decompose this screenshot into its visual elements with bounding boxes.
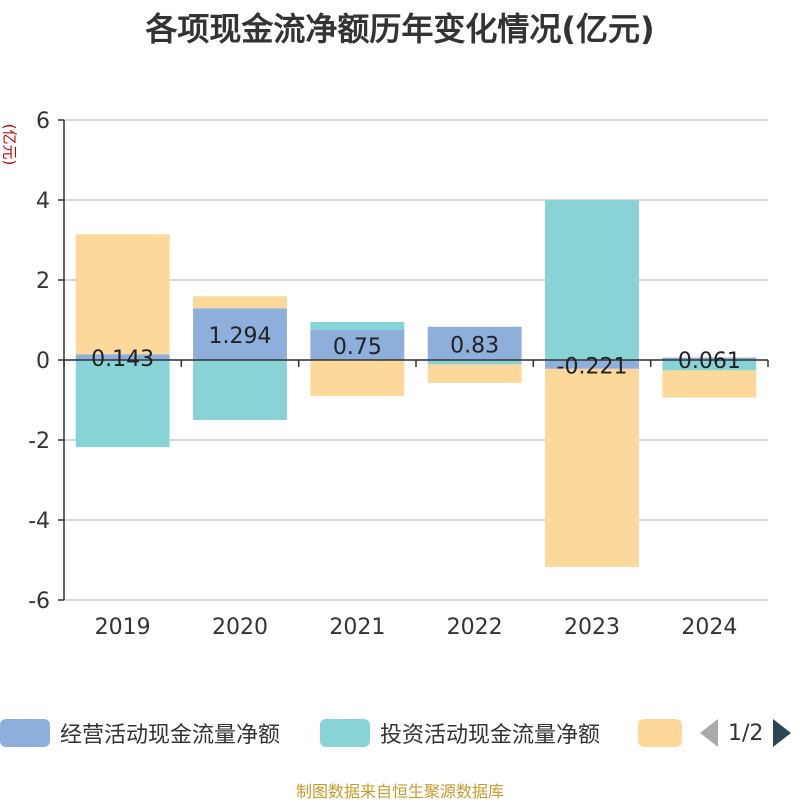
bar-series0-2019[interactable] xyxy=(75,354,170,360)
legend-prev-page-icon[interactable] xyxy=(700,719,718,747)
bar-series2-2020[interactable] xyxy=(193,296,287,309)
bar-group xyxy=(75,200,757,567)
bar-chart: -6 -4 -2 0 2 4 6 2019 2020 2021 2022 2023 2024 0.143… xyxy=(28,109,769,640)
legend-label-operating: 经营活动现金流量净额 xyxy=(60,723,281,748)
bar-series1-2020[interactable] xyxy=(193,360,287,420)
bar-series0-2022[interactable] xyxy=(427,326,522,360)
legend-swatch-financing xyxy=(638,719,682,747)
bar-series2-2019[interactable] xyxy=(75,234,170,355)
bar-series2-2022[interactable] xyxy=(427,364,522,383)
bar-series2-2024[interactable] xyxy=(662,370,757,398)
data-label-2023: -0.221 xyxy=(557,354,628,379)
x-tick-label: 2019 xyxy=(95,615,151,640)
bar-series1-2019[interactable] xyxy=(75,360,170,448)
data-labels: 0.143 1.294 0.75 0.83 -0.221 0.061 xyxy=(91,324,741,379)
y-tick-label: -2 xyxy=(28,429,50,454)
bar-series1-2024[interactable] xyxy=(662,360,757,371)
x-tick-label: 2023 xyxy=(564,615,620,640)
legend-swatch-operating xyxy=(0,719,50,747)
legend-item-investing[interactable]: 投资活动现金流量净额 xyxy=(320,715,600,751)
bar-series1-2023[interactable] xyxy=(545,200,639,360)
legend: 经营活动现金流量净额 投资活动现金流量净额 1/2 xyxy=(0,715,800,755)
bar-series0-2024[interactable] xyxy=(662,357,757,360)
x-tick-label: 2024 xyxy=(681,615,737,640)
bar-series0-2021[interactable] xyxy=(310,330,405,360)
axes: -6 -4 -2 0 2 4 6 2019 2020 2021 2022 2023 2024 xyxy=(28,109,769,640)
data-label-2020: 1.294 xyxy=(209,324,272,349)
bar-series0-2020[interactable] xyxy=(193,308,287,360)
data-label-2024: 0.061 xyxy=(678,349,741,374)
y-tick-label: 4 xyxy=(36,189,50,214)
y-tick-label: 2 xyxy=(36,269,50,294)
legend-swatch-investing xyxy=(320,719,370,747)
data-source-note: 制图数据来自恒生聚源数据库 xyxy=(295,782,504,801)
bar-series2-2023[interactable] xyxy=(545,368,639,567)
bar-series1-2021[interactable] xyxy=(310,322,405,330)
legend-item-financing[interactable] xyxy=(638,715,682,751)
legend-item-operating[interactable]: 经营活动现金流量净额 xyxy=(0,715,280,751)
legend-page-indicator: 1/2 xyxy=(728,720,764,746)
bar-series0-2023[interactable] xyxy=(545,360,639,369)
x-tick-label: 2020 xyxy=(212,615,268,640)
legend-pager: 1/2 xyxy=(700,715,792,751)
y-tick-label: -6 xyxy=(28,589,50,614)
data-label-2019: 0.143 xyxy=(91,347,154,372)
legend-label-investing: 投资活动现金流量净额 xyxy=(380,723,601,748)
data-label-2021: 0.75 xyxy=(333,335,382,360)
x-tick-label: 2022 xyxy=(447,615,503,640)
chart-title: 各项现金流净额历年变化情况(亿元) xyxy=(145,10,655,48)
y-tick-label: -4 xyxy=(28,509,50,534)
y-tick-label: 0 xyxy=(36,349,50,374)
y-tick-label: 6 xyxy=(36,109,50,134)
legend-next-page-icon[interactable] xyxy=(773,719,792,747)
bar-series2-2021[interactable] xyxy=(310,360,405,396)
data-label-2022: 0.83 xyxy=(450,333,499,358)
bar-series1-2022[interactable] xyxy=(427,360,522,365)
x-tick-label: 2021 xyxy=(329,615,385,640)
